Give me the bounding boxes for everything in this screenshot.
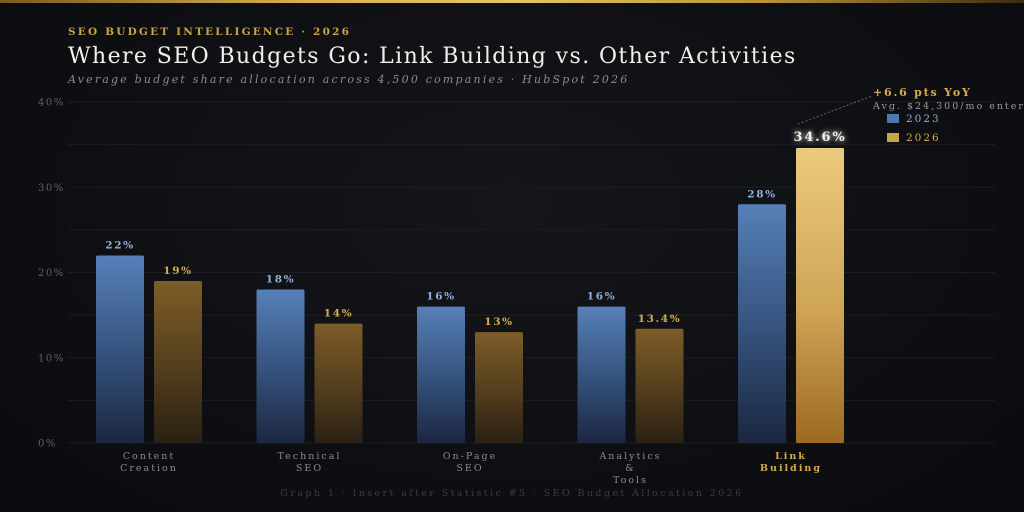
category-label: On-Page (443, 451, 497, 462)
chart-legend: 2023 2026 (887, 109, 941, 147)
y-tick-label: 0% (38, 439, 57, 450)
bar-2026 (796, 148, 844, 443)
yoy-annotation-detail: Avg. $24,300/mo enterpr (873, 101, 1024, 112)
data-label-2026: 13% (484, 316, 513, 328)
accent-top-bar (0, 0, 1024, 3)
bar-2026 (635, 328, 684, 443)
data-label-2023: 16% (426, 291, 455, 303)
y-tick-label: 20% (38, 268, 65, 279)
bar-2026 (154, 281, 202, 443)
legend-label-2026: 2026 (906, 131, 941, 144)
data-label-2026: 14% (324, 308, 353, 320)
legend-swatch-2026 (887, 133, 899, 142)
legend-item-2026: 2026 (887, 128, 941, 147)
chart-eyebrow: SEO BUDGET INTELLIGENCE · 2026 (68, 26, 352, 38)
y-tick-label: 10% (38, 353, 65, 364)
category-label: & (625, 463, 635, 474)
chart-title: Where SEO Budgets Go: Link Building vs. … (68, 44, 797, 69)
bar-2026 (475, 332, 523, 443)
data-label-2023: 28% (747, 188, 776, 200)
legend-label-2023: 2023 (906, 112, 941, 125)
category-label: Creation (120, 463, 178, 474)
y-tick-label: 40% (38, 98, 65, 109)
data-label-2026: 19% (163, 265, 192, 277)
data-label-2023: 18% (266, 274, 295, 286)
bar-2023 (256, 289, 305, 443)
category-label: Analytics (598, 451, 661, 462)
category-label: SEO (296, 463, 323, 474)
legend-swatch-2023 (887, 114, 899, 123)
category-label-highlight: Building (760, 463, 822, 474)
bar-2023 (738, 204, 786, 443)
bar-2023 (577, 306, 626, 443)
data-label-2026: 13.4% (638, 313, 682, 325)
yoy-annotation-headline: +6.6 pts YoY (873, 86, 972, 99)
category-label: Content (123, 451, 175, 462)
chart-footer-caption: Graph 1 · Insert after Statistic #5 · SE… (280, 488, 744, 499)
category-label-highlight: Link (775, 451, 807, 462)
legend-item-2023: 2023 (887, 109, 941, 128)
category-label: SEO (456, 463, 483, 474)
data-label-2023: 22% (105, 239, 134, 251)
chart-subtitle: Average budget share allocation across 4… (68, 73, 630, 86)
category-label: Technical (278, 451, 342, 462)
y-tick-label: 30% (38, 183, 65, 194)
annotation-leader-line (797, 95, 873, 125)
bar-2023 (417, 306, 465, 443)
bar-2026 (314, 323, 363, 443)
data-label-2023: 16% (587, 291, 616, 303)
bar-2023 (96, 255, 144, 443)
data-label-2026-highlight: 34.6% (793, 130, 846, 145)
category-label: Tools (613, 475, 648, 486)
